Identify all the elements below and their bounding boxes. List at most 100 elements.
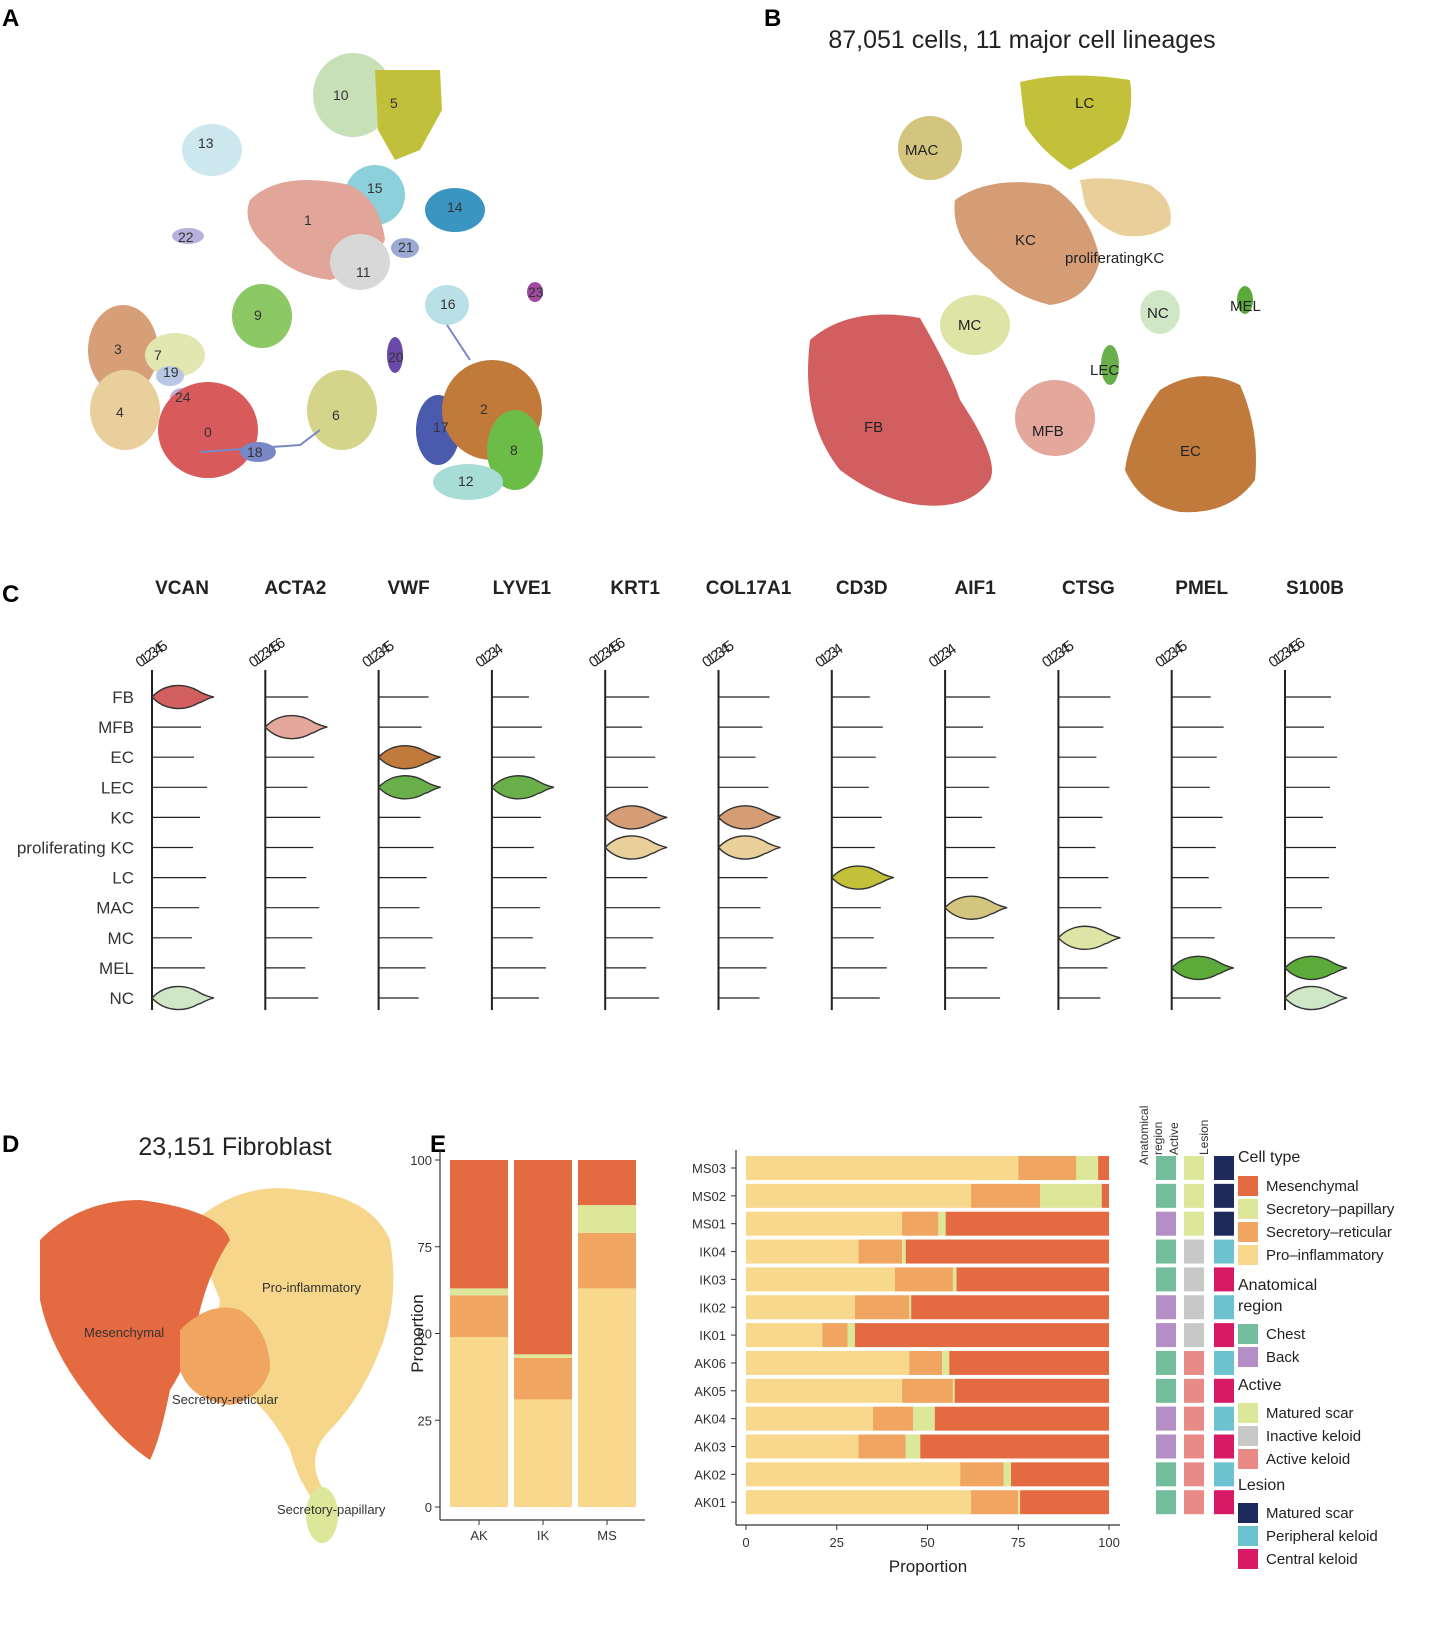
annot-header-active: Active: [1167, 1122, 1181, 1155]
e-right-bar-segment: [938, 1211, 946, 1236]
e-right-bar-segment: [746, 1211, 903, 1236]
c-violin-shape: [830, 865, 894, 890]
b-label-mfb: MFB: [1032, 423, 1064, 440]
c-axis-ticks: 0123456: [246, 634, 289, 671]
annot-cell-active: [1184, 1295, 1204, 1320]
e-right-xtick-label: 50: [920, 1535, 934, 1550]
e-right-ytick-label: AK03: [694, 1440, 726, 1455]
e-right-bar-segment: [746, 1267, 895, 1292]
annot-cell-region: [1156, 1183, 1176, 1208]
annot-cell-region: [1156, 1267, 1176, 1292]
e-left-xtick-label: IK: [537, 1528, 550, 1543]
e-right-bar-segment: [920, 1434, 1109, 1459]
annot-cell-active: [1184, 1211, 1204, 1236]
b-label-ec: EC: [1180, 443, 1201, 460]
a-label-2: 2: [480, 401, 488, 417]
c-violin-shape: [377, 745, 441, 770]
a-label-3: 3: [114, 341, 122, 357]
a-cluster-19: [156, 366, 184, 386]
c-gene-header: KRT1: [610, 578, 660, 599]
e-right-bar-segment: [971, 1183, 1041, 1208]
e-right-xtick-label: 25: [830, 1535, 844, 1550]
legend-label-secpap: Secretory–papillary: [1266, 1201, 1395, 1218]
c-violin-shape: [490, 775, 555, 800]
e-left-bar-segment: [450, 1295, 508, 1337]
e-right-bar-segment: [956, 1267, 1109, 1292]
a-label-6: 6: [332, 407, 340, 423]
b-label-lec: LEC: [1090, 362, 1119, 379]
e-right-bar-segment: [954, 1378, 1109, 1403]
e-right-bar-segment: [909, 1295, 912, 1320]
c-gene-header: PMEL: [1175, 578, 1228, 599]
e-right-bar-segment: [949, 1350, 1109, 1375]
e-right-ytick-label: AK01: [694, 1495, 726, 1510]
annot-cell-lesion: [1214, 1295, 1234, 1320]
c-violin-shape: [1284, 985, 1348, 1011]
c-violin-shape: [151, 684, 215, 710]
d-group-secpap: [306, 1487, 338, 1543]
legend-label-mesenchymal: Mesenchymal: [1266, 1178, 1359, 1195]
b-label-mc: MC: [958, 317, 981, 334]
d-group-mes: [40, 1200, 230, 1460]
a-label-0: 0: [204, 424, 212, 440]
e-left-bar-segment: [578, 1160, 636, 1206]
b-group-mel: [1237, 286, 1253, 314]
legend-label-chest: Chest: [1266, 1326, 1306, 1343]
c-violin-shape: [1057, 925, 1121, 950]
e-left-ytick-label: 75: [418, 1240, 432, 1255]
e-left-ytick-label: 0: [425, 1500, 432, 1515]
c-axis-ticks: 0123456: [1266, 634, 1309, 671]
c-violin-shape: [1284, 955, 1348, 981]
a-cluster-13: [182, 124, 242, 176]
legend-label-active: Active keloid: [1266, 1451, 1350, 1468]
a-cluster-21: [391, 238, 419, 258]
a-bridge: [199, 324, 471, 453]
annot-cell-lesion: [1214, 1378, 1234, 1403]
e-right-ytick-label: IK03: [699, 1272, 726, 1287]
annot-cell-region: [1156, 1156, 1176, 1180]
c-axis-ticks: 012345: [699, 637, 737, 671]
annot-cell-region: [1156, 1406, 1176, 1431]
annot-cell-region: [1156, 1350, 1176, 1375]
e-left-bar-segment: [578, 1288, 636, 1507]
legend-active-title: Active: [1238, 1377, 1282, 1394]
panel-e-left-bars: 0 25 50 75 100 Proportion AK IK MS: [408, 1150, 645, 1543]
a-cluster-20: [387, 337, 403, 373]
d-group-secret: [180, 1307, 270, 1405]
e-right-bar-segment: [1101, 1183, 1109, 1208]
e-right-bar-segment: [746, 1462, 961, 1487]
panel-c-violin: FB MFB EC LEC KC proliferating KC LC MAC MC MEL NC…: [17, 578, 1348, 1011]
e-right-bar-segment: [873, 1406, 913, 1431]
legend-label-proinf: Pro–inflammatory: [1266, 1247, 1384, 1264]
a-cluster-6: [307, 370, 377, 450]
b-group-lc: [1020, 75, 1132, 170]
a-label-23: 23: [528, 284, 544, 300]
c-violin-shape: [604, 835, 668, 860]
e-right-bar-segment: [822, 1323, 848, 1348]
annot-cell-region: [1156, 1490, 1176, 1515]
e-left-ylabel: Proportion: [408, 1294, 427, 1372]
c-violin-shape: [717, 805, 781, 830]
a-label-22: 22: [178, 229, 194, 245]
e-right-bar-segment: [960, 1462, 1004, 1487]
e-right-bar-segment: [746, 1156, 1019, 1180]
e-right-xtick-label: 100: [1098, 1535, 1120, 1550]
e-right-bar-segment: [971, 1490, 1019, 1515]
annotation-headers: Anatomical region Active Lesion: [1137, 1106, 1211, 1165]
annot-cell-lesion: [1214, 1350, 1234, 1375]
annot-cell-region: [1156, 1434, 1176, 1459]
e-right-bar-segment: [909, 1350, 943, 1375]
legend-celltype-title: Cell type: [1238, 1149, 1300, 1166]
e-right-bar-segment: [934, 1406, 1109, 1431]
e-left-xtick-label: MS: [597, 1528, 617, 1543]
e-right-bar-segment: [1076, 1156, 1099, 1180]
e-right-ytick-label: IK04: [699, 1245, 726, 1260]
e-right-bar-segment: [858, 1434, 906, 1459]
e-right-bar-segment: [902, 1211, 939, 1236]
a-label-20: 20: [388, 349, 404, 365]
c-row-label: MEL: [99, 959, 134, 978]
c-axis-ticks: 012345: [133, 637, 171, 671]
c-row-label: MAC: [96, 899, 134, 918]
legend-label-inactive: Inactive keloid: [1266, 1428, 1361, 1445]
a-label-7: 7: [154, 347, 162, 363]
